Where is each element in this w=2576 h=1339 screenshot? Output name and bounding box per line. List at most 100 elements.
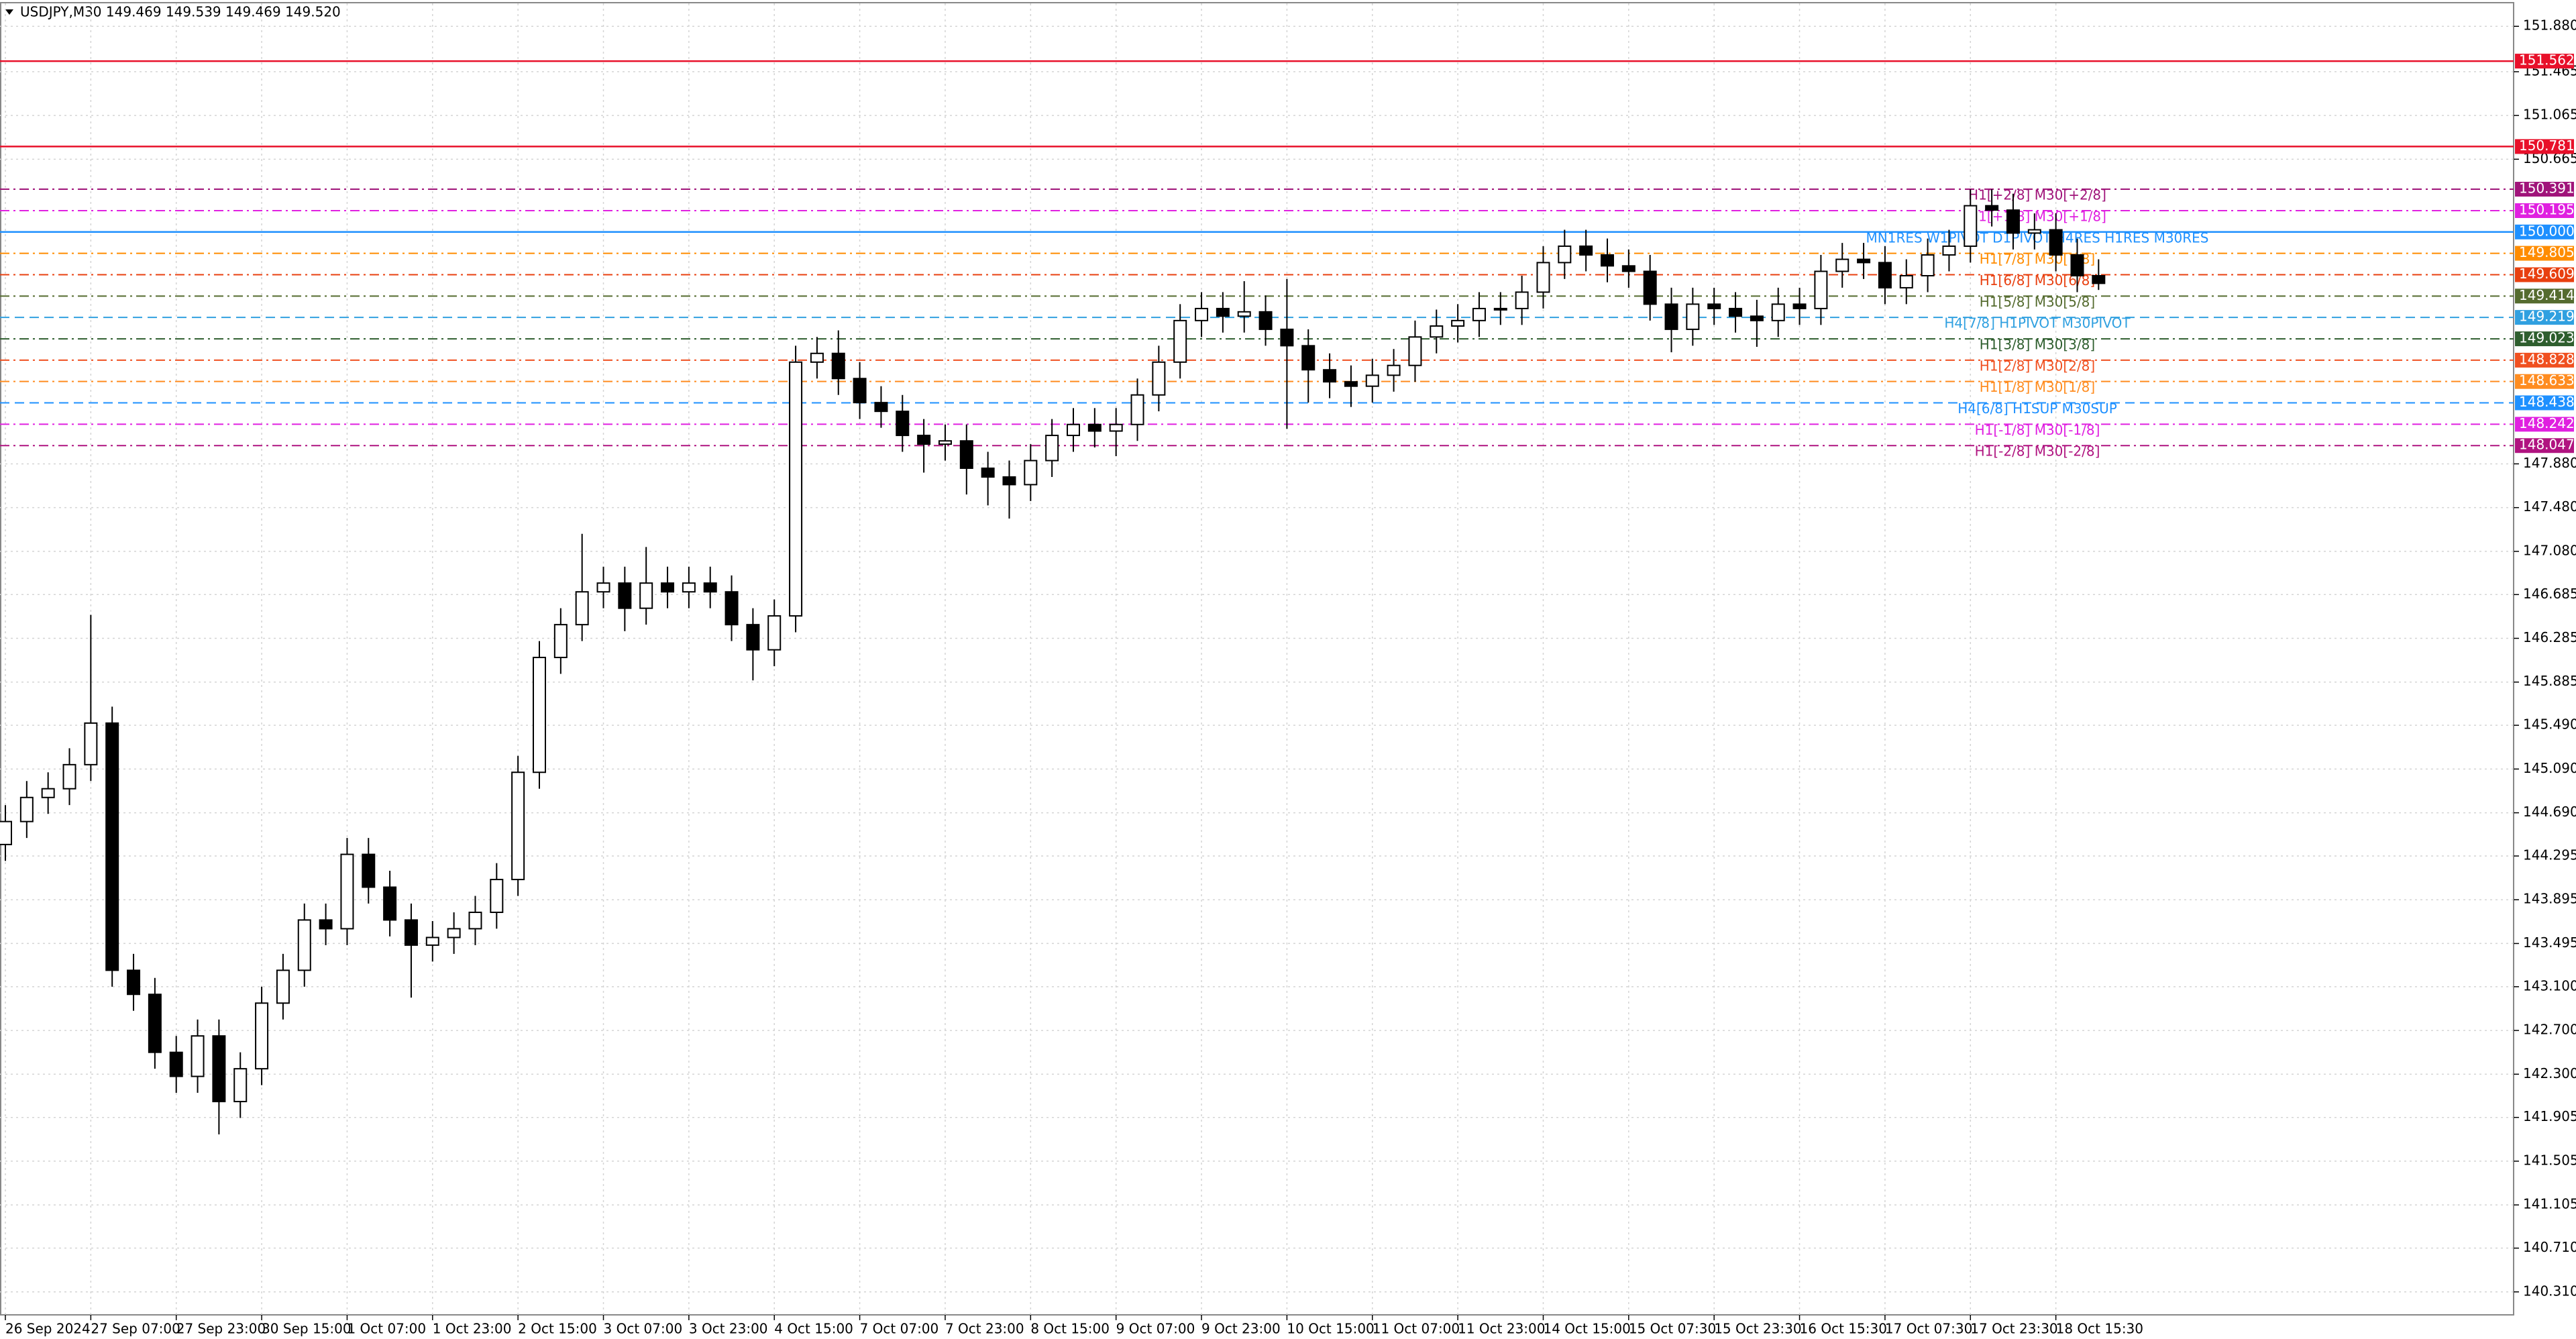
candle-body [1408,336,1422,366]
candle-body [724,591,739,626]
y-tick-label: 142.300 [2523,1065,2576,1081]
candle-body [1643,270,1657,305]
candle-body [639,582,653,609]
candle-body [276,969,290,1004]
x-tick-label: 30 Sep 15:00 [262,1321,351,1337]
candle-body [297,919,311,971]
candle-body [2092,275,2106,284]
candle-body [1087,423,1102,432]
candle-body [1024,460,1038,486]
candle-body [938,440,952,445]
x-tick-label: 17 Oct 07:30 [1885,1321,1972,1337]
candle-body [618,582,632,609]
y-tick-label: 145.490 [2523,716,2576,733]
candle-body [84,722,98,765]
candle-body [1451,319,1465,327]
candle-body [1515,291,1529,309]
candle-body [1729,307,1743,317]
candle-body [340,853,354,930]
candle-body [1430,325,1444,338]
candle-body [1601,254,1614,267]
candle-body [1964,205,1978,247]
candle-body [661,582,675,593]
level-tag-label: 149.023 [2519,330,2575,346]
x-tick-label: 27 Sep 07:00 [91,1321,180,1337]
y-tick-label: 143.100 [2523,977,2576,994]
level-tag [2515,139,2574,154]
x-tick-label: 2 Oct 15:00 [518,1321,597,1337]
menu-arrow[interactable] [5,9,13,15]
y-tick-label: 147.080 [2523,542,2576,558]
y-tick-label: 141.105 [2523,1196,2576,1212]
candle-body [1536,262,1550,293]
level-label: H1[5/8] M30[5/8] [1980,294,2095,310]
candle-body [981,467,995,478]
level-label: H4[7/8] H1PIVOT M30PIVOT [1944,315,2131,331]
price-axis: 151.880151.465151.065150.665147.880147.4… [5,17,2576,1337]
candle-body [255,1002,269,1070]
x-tick-label: 7 Oct 23:00 [945,1321,1024,1337]
candle-body [767,615,782,651]
level-tag-label: 150.195 [2519,201,2575,217]
candle-body [596,582,610,593]
candle-body [1558,245,1572,264]
level-tag-label: 148.242 [2519,415,2575,431]
candle-body [1472,307,1486,321]
candle-body [746,624,760,651]
candle-body [105,722,119,971]
candle-body [1387,364,1401,376]
candle-body [1579,245,1593,256]
level-tag-label: 150.781 [2519,138,2575,154]
level-tag [2515,374,2574,389]
candle-body [1621,265,1635,272]
level-tag-label: 148.438 [2519,394,2575,410]
x-tick-label: 15 Oct 07:30 [1629,1321,1716,1337]
candle-body [1195,307,1209,321]
candle-body [1942,245,1956,256]
candle-body [575,591,589,626]
level-label: H1[+2/8] M30[+2/8] [1968,187,2106,203]
candle-body [1878,262,1892,288]
candle-body [917,435,931,445]
level-tag-label: 150.000 [2519,223,2575,239]
candle-body [362,853,376,888]
candle-body [1985,205,1999,211]
y-tick-label: 151.880 [2523,17,2576,34]
candle-body [1686,303,1700,330]
candle-body [1921,254,1935,277]
x-tick-label: 9 Oct 07:00 [1116,1321,1195,1337]
level-tag-label: 151.562 [2519,52,2575,68]
candle-body [789,361,803,617]
candle-body [41,788,55,798]
candle-body [2070,254,2084,277]
x-tick-label: 11 Oct 07:00 [1373,1321,1460,1337]
x-tick-label: 17 Oct 23:30 [1970,1321,2057,1337]
candle-body [1664,303,1678,330]
candle-body [1067,423,1080,437]
level-tag-label: 148.047 [2519,437,2575,453]
level-tag-label: 149.414 [2519,287,2575,303]
y-tick-label: 140.310 [2523,1283,2576,1299]
x-tick-label: 26 Sep 2024 [5,1321,91,1337]
y-tick-label: 145.090 [2523,760,2576,776]
candle-body [703,582,717,593]
y-tick-label: 147.880 [2523,455,2576,471]
y-tick-label: 146.285 [2523,629,2576,645]
candle-body [1792,303,1807,309]
level-tag [2515,54,2574,69]
x-tick-label: 11 Oct 23:00 [1458,1321,1545,1337]
level-tag [2515,438,2574,453]
candle-body [148,994,162,1053]
candle-body [1899,275,1913,288]
x-tick-label: 1 Oct 23:00 [433,1321,512,1337]
y-tick-label: 144.690 [2523,804,2576,820]
level-tag [2515,310,2574,325]
candle-body [233,1068,248,1103]
x-tick-label: 15 Oct 23:30 [1714,1321,1801,1337]
y-tick-label: 140.710 [2523,1239,2576,1255]
x-tick-label: 3 Oct 07:00 [604,1321,683,1337]
candle-body [1237,311,1251,317]
y-tick-label: 142.700 [2523,1022,2576,1038]
candle-body [383,886,397,921]
